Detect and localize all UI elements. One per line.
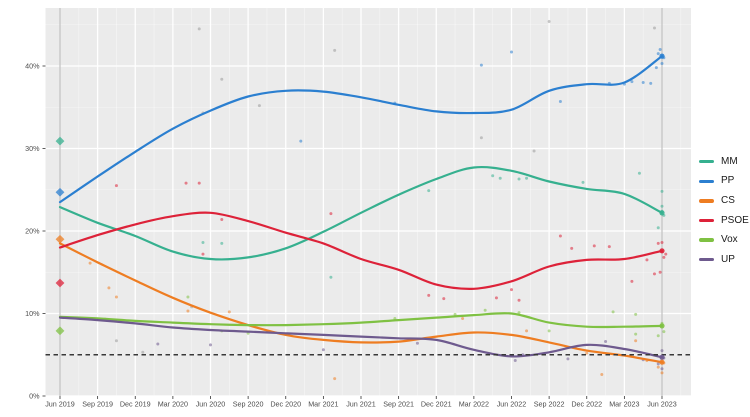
- cs-line-swatch-icon: [699, 199, 714, 203]
- svg-text:0%: 0%: [29, 391, 40, 400]
- legend-label-mm: MM: [721, 155, 738, 167]
- svg-text:Sep 2019: Sep 2019: [82, 400, 113, 409]
- svg-text:40%: 40%: [25, 61, 40, 70]
- svg-text:Mar 2021: Mar 2021: [308, 400, 338, 409]
- svg-text:Jun 2020: Jun 2020: [196, 400, 226, 409]
- psoe-line-swatch-icon: [699, 218, 714, 223]
- svg-text:Jun 2022: Jun 2022: [497, 400, 527, 409]
- svg-text:Dec 2020: Dec 2020: [270, 400, 301, 409]
- legend-label-vox: Vox: [721, 234, 738, 246]
- legend: MM PP CS PSOE Vox UP: [699, 152, 749, 270]
- up-line-swatch-icon: [699, 258, 714, 262]
- svg-text:Mar 2020: Mar 2020: [158, 400, 188, 409]
- pp-line-swatch-icon: [699, 179, 714, 184]
- trend-line-psoe: [58, 211, 664, 290]
- svg-text:Jun 2021: Jun 2021: [346, 400, 376, 409]
- svg-text:Dec 2021: Dec 2021: [421, 400, 452, 409]
- trend-line-cs: [58, 242, 664, 364]
- line-end-markers: [659, 53, 665, 365]
- x-axis-labels: Jun 2019 Sep 2019 Dec 2019 Mar 2020 Jun 2020…: [45, 400, 677, 409]
- poll-scatter-points: [88, 19, 668, 381]
- svg-text:Jun 2019: Jun 2019: [45, 400, 75, 409]
- legend-item-up: UP: [699, 250, 749, 270]
- trend-line-pp: [58, 55, 664, 204]
- svg-text:20%: 20%: [25, 226, 40, 235]
- legend-label-psoe: PSOE: [721, 214, 749, 226]
- svg-text:Jun 2023: Jun 2023: [647, 400, 677, 409]
- legend-label-up: UP: [721, 253, 735, 265]
- trend-line-up: [58, 316, 664, 359]
- svg-text:Sep 2022: Sep 2022: [534, 400, 565, 409]
- legend-item-mm: MM: [699, 152, 749, 172]
- svg-text:Sep 2021: Sep 2021: [383, 400, 414, 409]
- plot-panel: [45, 8, 691, 396]
- legend-item-vox: Vox: [699, 230, 749, 250]
- svg-text:Mar 2022: Mar 2022: [459, 400, 489, 409]
- legend-item-psoe: PSOE: [699, 211, 749, 231]
- legend-item-pp: PP: [699, 172, 749, 192]
- trend-line-mm: [58, 165, 664, 261]
- svg-text:Sep 2020: Sep 2020: [233, 400, 264, 409]
- svg-text:Mar 2023: Mar 2023: [609, 400, 639, 409]
- legend-label-cs: CS: [721, 194, 735, 206]
- legend-item-cs: CS: [699, 191, 749, 211]
- svg-text:30%: 30%: [25, 144, 40, 153]
- svg-text:10%: 10%: [25, 309, 40, 318]
- mm-line-swatch-icon: [699, 160, 714, 164]
- vox-line-swatch-icon: [699, 238, 714, 242]
- y-axis-labels: 0% 10% 20% 30% 40%: [25, 61, 40, 400]
- legend-label-pp: PP: [721, 175, 735, 187]
- svg-text:Dec 2019: Dec 2019: [120, 400, 151, 409]
- trend-line-vox: [58, 312, 664, 329]
- axis-tick-marks: [42, 65, 663, 399]
- election-result-diamonds: [55, 136, 65, 336]
- svg-text:Dec 2022: Dec 2022: [571, 400, 602, 409]
